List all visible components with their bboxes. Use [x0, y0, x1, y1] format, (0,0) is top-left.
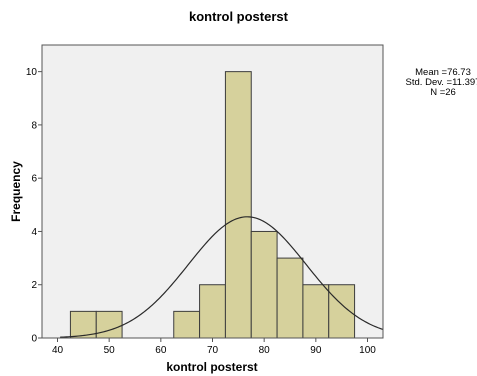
x-axis-ticks: 40 50 60 70 80 90 100 — [52, 338, 376, 356]
y-tick-label: 0 — [31, 334, 37, 345]
histogram-bar-5 — [250, 230, 278, 339]
y-axis-label: Frequency — [9, 161, 23, 222]
histogram-bar-4 — [224, 71, 252, 339]
y-tick-label: 10 — [26, 67, 38, 78]
x-tick-label: 40 — [52, 345, 64, 356]
x-tick-label: 100 — [359, 345, 376, 356]
y-tick-label: 4 — [31, 227, 37, 238]
histogram-bar-1 — [95, 310, 123, 339]
x-tick-label: 90 — [310, 345, 322, 356]
histogram-bar-7 — [302, 284, 330, 339]
x-tick-label: 80 — [259, 345, 271, 356]
y-tick-label: 2 — [31, 280, 37, 291]
plot-frame — [41, 44, 384, 339]
x-tick-label: 70 — [207, 345, 219, 356]
y-tick-label: 6 — [31, 174, 37, 185]
histogram-bar-2 — [173, 310, 201, 339]
stat-n: N =26 — [430, 87, 456, 98]
y-tick-label: 8 — [31, 120, 37, 131]
x-tick-label: 60 — [155, 345, 167, 356]
histogram-bar-6 — [276, 257, 304, 339]
stat-mean: Mean =76.73 — [415, 67, 471, 78]
x-axis-label: kontrol posterst — [166, 360, 257, 374]
normal-curve — [60, 216, 384, 338]
chart-title: kontrol posterst — [189, 9, 288, 24]
stat-std-dev: Std. Dev. =11.397 — [405, 77, 477, 88]
histogram-bar-3 — [199, 284, 226, 339]
x-tick-label: 50 — [104, 345, 116, 356]
y-axis-ticks: 0 2 4 6 8 10 — [26, 67, 42, 345]
stats-box: Mean =76.73 Std. Dev. =11.397 N =26 — [398, 68, 477, 98]
